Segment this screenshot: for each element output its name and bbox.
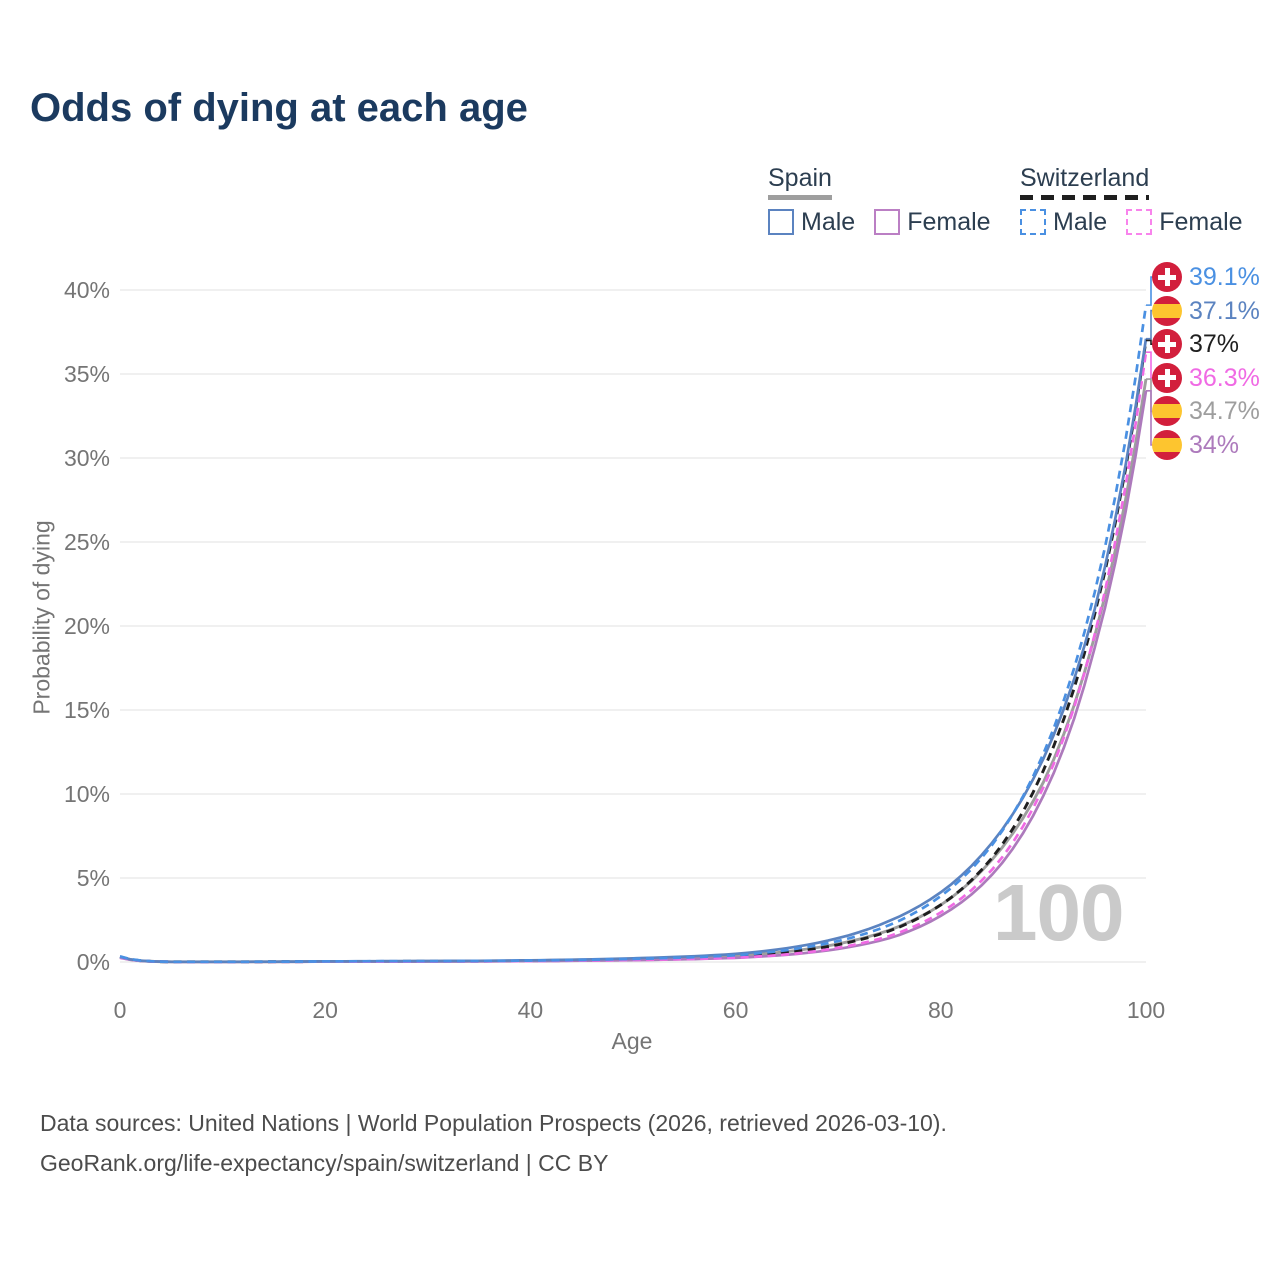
y-tick-label: 40% xyxy=(63,277,110,303)
x-tick-label: 0 xyxy=(113,997,127,1023)
legend-item-label: Male xyxy=(801,207,856,236)
legend-group-switzerland: Switzerland Male Female xyxy=(1020,164,1243,237)
y-tick-label: 30% xyxy=(63,445,110,471)
footer-attribution: GeoRank.org/life-expectancy/spain/switze… xyxy=(40,1150,609,1176)
legend-item-spain-male[interactable]: Male xyxy=(768,208,855,237)
legend-item-label: Female xyxy=(1159,207,1243,236)
end-label-switzerland-total: 37% xyxy=(1152,329,1240,360)
y-tick-label: 25% xyxy=(63,529,110,555)
footer-data-sources: Data sources: United Nations | World Pop… xyxy=(40,1110,947,1136)
legend-checkbox-icon[interactable] xyxy=(874,209,901,235)
legend-item-label: Female xyxy=(907,207,991,236)
legend-group-title: Switzerland xyxy=(1020,164,1150,192)
y-tick-label: 10% xyxy=(63,781,110,807)
legend-item-switzerland-male[interactable]: Male xyxy=(1020,208,1107,237)
legend-checkbox-icon[interactable] xyxy=(1126,209,1153,235)
y-tick-label: 20% xyxy=(63,613,110,639)
legend-solid-line-sample xyxy=(768,195,832,200)
y-tick-label: 15% xyxy=(63,697,110,723)
x-tick-label: 60 xyxy=(722,997,749,1023)
legend-checkbox-icon[interactable] xyxy=(768,209,794,235)
x-axis-title: Age xyxy=(611,1028,653,1054)
legend-group-title: Spain xyxy=(768,164,832,192)
legend-item-label: Male xyxy=(1053,207,1108,236)
legend-group-spain: Spain Male Female xyxy=(768,164,991,237)
y-tick-label: 5% xyxy=(76,865,110,891)
end-label-spain-total: 34.7% xyxy=(1152,396,1260,427)
x-tick-label: 80 xyxy=(928,997,954,1023)
x-tick-label: 20 xyxy=(312,997,338,1023)
chart-title: Odds of dying at each age xyxy=(30,86,528,130)
curve-switzerland-male xyxy=(119,304,1148,964)
legend-item-spain-female[interactable]: Female xyxy=(874,207,991,237)
end-label-value: 37% xyxy=(1189,330,1240,359)
end-label-spain-male: 37.1% xyxy=(1152,295,1260,326)
legend-dashed-line-sample xyxy=(1020,195,1150,200)
spain-flag-icon xyxy=(1152,396,1182,427)
end-label-value: 36.3% xyxy=(1189,363,1260,392)
y-tick-label: 0% xyxy=(76,949,110,975)
spain-flag-icon xyxy=(1152,430,1182,460)
end-label-value: 37.1% xyxy=(1189,296,1260,325)
switzerland-flag-icon xyxy=(1152,362,1182,393)
y-axis-title: Probability of dying xyxy=(28,520,55,715)
spain-flag-icon xyxy=(1152,295,1182,326)
end-label-switzerland-male: 39.1% xyxy=(1152,262,1260,292)
switzerland-flag-icon xyxy=(1152,329,1182,360)
end-label-value: 34% xyxy=(1189,431,1240,459)
end-label-spain-female: 34% xyxy=(1152,430,1239,460)
end-label-switzerland-female: 36.3% xyxy=(1152,362,1260,393)
y-tick-label: 35% xyxy=(63,361,110,387)
x-tick-label: 40 xyxy=(517,997,544,1023)
legend-item-switzerland-female[interactable]: Female xyxy=(1126,207,1243,237)
end-label-value: 34.7% xyxy=(1189,397,1260,426)
switzerland-flag-icon xyxy=(1152,262,1182,292)
age-cursor-watermark: 100 xyxy=(993,868,1124,957)
legend-checkbox-icon[interactable] xyxy=(1020,209,1046,235)
end-label-value: 39.1% xyxy=(1189,263,1260,291)
x-tick-label: 100 xyxy=(1126,997,1166,1023)
